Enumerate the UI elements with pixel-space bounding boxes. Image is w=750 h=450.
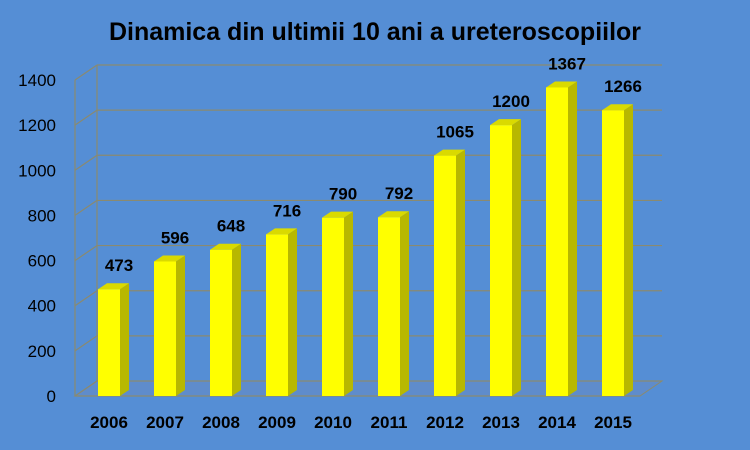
bar-2015 xyxy=(602,104,633,396)
x-tick-label: 2006 xyxy=(90,413,128,432)
bar-2012 xyxy=(434,149,465,396)
y-tick-label: 600 xyxy=(28,252,56,271)
axis-layer: 0 200 400 600 800 1000 1200 1400 xyxy=(18,71,640,406)
bar-2014 xyxy=(546,81,577,396)
y-tick-label: 1400 xyxy=(18,71,56,90)
x-tick-label: 2007 xyxy=(146,413,184,432)
data-label: 473 xyxy=(105,256,133,275)
data-label: 1266 xyxy=(604,77,642,96)
bar-side xyxy=(344,211,353,396)
bar-2006 xyxy=(98,283,129,396)
data-label: 1367 xyxy=(548,54,586,73)
bar-front xyxy=(434,155,456,396)
bar-side xyxy=(288,228,297,396)
bar-side xyxy=(568,81,577,396)
bar-top xyxy=(98,283,129,290)
y-tick-label: 1000 xyxy=(18,161,56,180)
bar-top xyxy=(434,149,465,156)
bar-front xyxy=(378,217,400,396)
bar-top xyxy=(546,81,577,88)
bars-layer xyxy=(98,81,633,397)
bar-side xyxy=(456,149,465,396)
x-tick-label: 2012 xyxy=(426,413,464,432)
bar-top xyxy=(154,255,185,262)
bar-side xyxy=(624,104,633,396)
bar-front xyxy=(266,234,288,396)
bar-top xyxy=(602,104,633,111)
bar-top xyxy=(378,211,409,218)
data-label: 790 xyxy=(329,185,357,204)
data-label: 716 xyxy=(273,201,301,220)
bar-side xyxy=(176,255,185,396)
bar-front xyxy=(98,289,120,396)
bar-2009 xyxy=(266,228,297,396)
x-tick-label: 2008 xyxy=(202,413,240,432)
data-label: 648 xyxy=(217,217,245,236)
bar-side xyxy=(120,283,129,396)
x-tick-label: 2014 xyxy=(538,413,576,432)
bar-front xyxy=(322,217,344,396)
bar-top xyxy=(210,243,241,250)
data-label: 1200 xyxy=(492,92,530,111)
bar-2008 xyxy=(210,243,241,396)
y-gridline xyxy=(74,64,662,81)
bar-top xyxy=(490,119,521,126)
x-tick-label: 2011 xyxy=(371,413,408,432)
bar-2007 xyxy=(154,255,185,396)
x-tick-label: 2013 xyxy=(482,413,520,432)
y-tick-label: 200 xyxy=(28,342,56,361)
bar-side xyxy=(232,243,241,396)
x-tick-label: 2009 xyxy=(258,413,296,432)
data-label: 596 xyxy=(161,228,189,247)
bar-top xyxy=(322,211,353,218)
x-tick-label: 2010 xyxy=(314,413,352,432)
bar-front xyxy=(154,261,176,396)
bar-front xyxy=(210,249,232,396)
y-tick-label: 800 xyxy=(28,206,56,225)
bar-2013 xyxy=(490,119,521,397)
bar-side xyxy=(512,119,521,397)
bar-2010 xyxy=(322,211,353,396)
bar-front xyxy=(602,110,624,396)
data-label: 792 xyxy=(385,184,413,203)
bar-2011 xyxy=(378,211,409,396)
bar-top xyxy=(266,228,297,235)
bar-front xyxy=(490,125,512,397)
data-label: 1065 xyxy=(436,123,474,142)
x-tick-label: 2015 xyxy=(594,413,632,432)
labels-layer: 473 2006 596 2007 648 2008 716 2009 790 2010 792 20… xyxy=(90,54,642,432)
bar-side xyxy=(400,211,409,396)
y-tick-label: 0 xyxy=(47,387,56,406)
chart-title: Dinamica din ultimii 10 ani a ureterosco… xyxy=(108,18,642,46)
y-tick-label: 400 xyxy=(28,297,56,316)
y-tick-label: 1200 xyxy=(18,116,56,135)
bar-front xyxy=(546,87,568,396)
